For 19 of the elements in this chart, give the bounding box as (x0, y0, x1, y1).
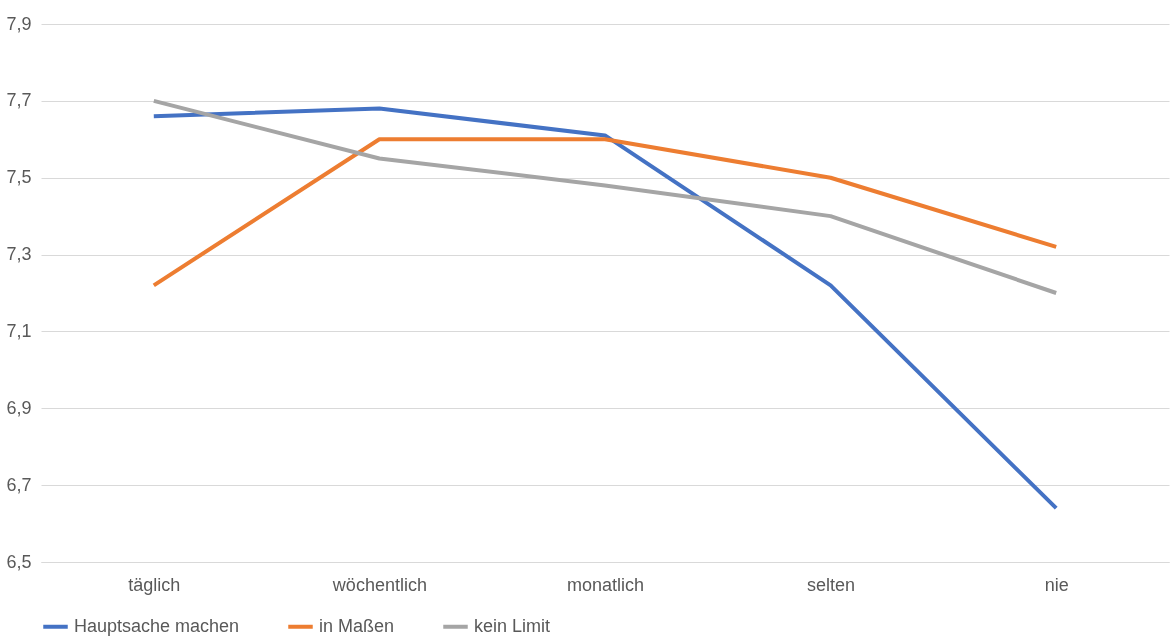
x-tick-label: wöchentlich (331, 574, 427, 595)
line-series (151, 106, 1059, 511)
y-tick-label: 7,3 (6, 244, 32, 265)
x-tick-label: monatlich (566, 574, 645, 595)
y-tick-label: 6,7 (6, 474, 32, 495)
line-series (151, 98, 1059, 295)
y-tick-label: 7,9 (6, 13, 32, 34)
legend-label: kein Limit (474, 615, 551, 636)
legend-label: in Maßen (319, 615, 395, 636)
x-tick-label: selten (807, 574, 856, 595)
x-tick-label: nie (1044, 574, 1069, 595)
y-tick-label: 7,1 (6, 320, 32, 341)
x-tick-label: täglich (128, 574, 181, 595)
line-series (151, 137, 1059, 288)
y-tick-label: 7,7 (6, 90, 32, 111)
y-tick-label: 7,5 (6, 167, 32, 188)
y-tick-label: 6,9 (6, 397, 32, 418)
legend-label: Hauptsache machen (74, 615, 240, 636)
y-tick-label: 6,5 (6, 551, 32, 572)
